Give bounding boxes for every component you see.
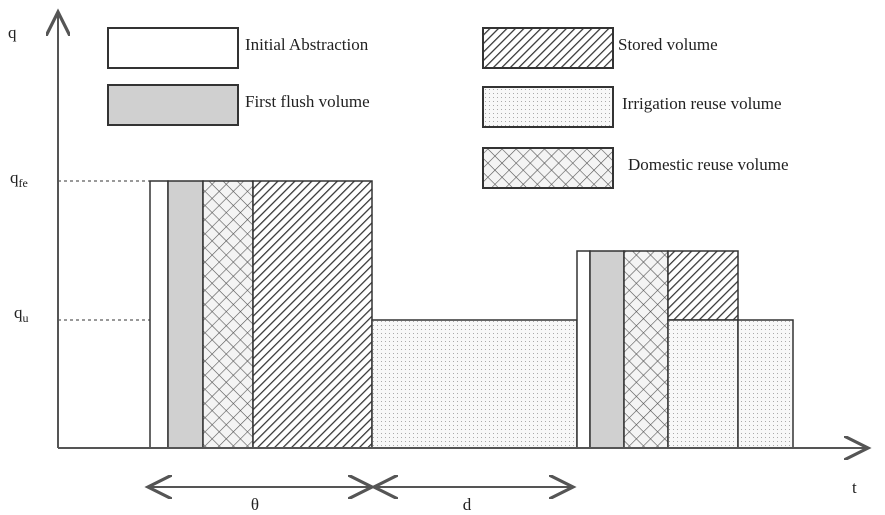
legend-label: Initial Abstraction — [245, 35, 369, 54]
legend-swatch — [482, 86, 614, 128]
first-flush — [589, 250, 625, 449]
x-axis-label: t — [852, 478, 857, 497]
domestic-reuse — [202, 180, 254, 449]
legend-swatch — [107, 27, 239, 69]
level-label: qu — [14, 303, 29, 325]
level-sub: fe — [19, 176, 28, 190]
interval-label: d — [463, 495, 472, 514]
y-axis-label: q — [8, 23, 17, 42]
stored — [252, 180, 373, 449]
irrigation-reuse — [667, 319, 739, 449]
irrigation-reuse — [737, 319, 794, 449]
interval-label: θ — [251, 495, 259, 514]
legend-label: Stored volume — [618, 35, 718, 54]
level-label: qfe — [10, 168, 28, 190]
legend-label: Domestic reuse volume — [628, 155, 789, 174]
legend: Initial Abstraction First flush volume S… — [107, 27, 789, 189]
level-base: q — [14, 303, 23, 322]
legend-swatch — [482, 27, 614, 69]
level-base: q — [10, 168, 19, 187]
legend-label: Irrigation reuse volume — [622, 94, 782, 113]
legend-swatch — [482, 147, 614, 189]
level-sub: u — [23, 311, 29, 325]
irrigation-reuse — [371, 319, 578, 449]
stored — [667, 250, 739, 321]
first-flush — [167, 180, 204, 449]
domestic-reuse — [623, 250, 669, 449]
initial-abstraction — [149, 180, 169, 449]
event-1 — [149, 180, 578, 449]
legend-swatch — [107, 84, 239, 126]
initial-abstraction — [576, 250, 591, 449]
legend-label: First flush volume — [245, 92, 370, 111]
event-2 — [576, 250, 794, 449]
